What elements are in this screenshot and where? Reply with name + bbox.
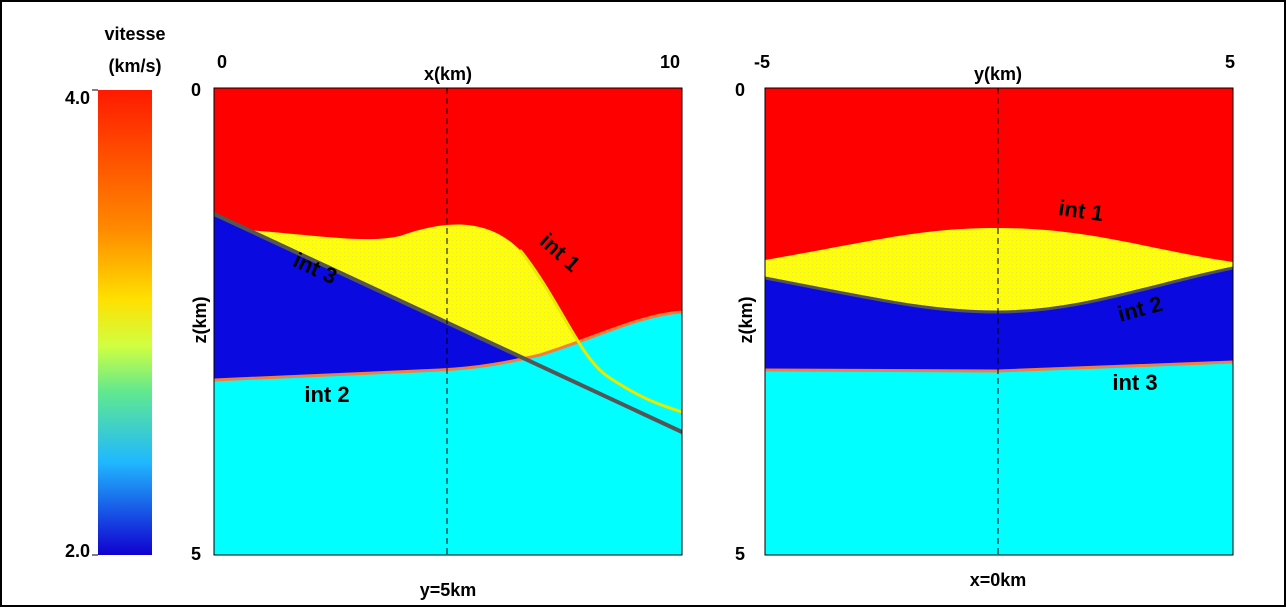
colorbar: [98, 90, 152, 555]
axes-frame: [213, 87, 683, 556]
colorbar-min: 2.0: [65, 541, 90, 561]
axis-label: z(km): [736, 296, 756, 343]
caption: x=0km: [970, 570, 1027, 590]
tick-label: 0: [735, 80, 745, 100]
tick-label: 5: [735, 544, 745, 564]
tick-label: 10: [660, 52, 680, 72]
interface-label: int 3: [1112, 370, 1157, 395]
colorbar-title: vitesse: [104, 24, 165, 44]
section-xz: [214, 88, 682, 555]
tick-label: 5: [191, 544, 201, 564]
colorbar-unit: (km/s): [108, 56, 161, 76]
axis-label: z(km): [190, 296, 210, 343]
tick-label: -5: [754, 52, 770, 72]
axes-frame: [764, 87, 1234, 556]
tick-label: 0: [191, 80, 201, 100]
tick-label: 5: [1225, 52, 1235, 72]
axis-label: y(km): [974, 64, 1022, 84]
section-yz: [765, 88, 1233, 555]
interface-label: int 2: [304, 382, 349, 407]
axis-label: x(km): [424, 64, 472, 84]
colorbar-max: 4.0: [65, 88, 90, 108]
interface-label: int 1: [1057, 195, 1105, 226]
tick-label: 0: [217, 52, 227, 72]
caption: y=5km: [420, 580, 477, 600]
